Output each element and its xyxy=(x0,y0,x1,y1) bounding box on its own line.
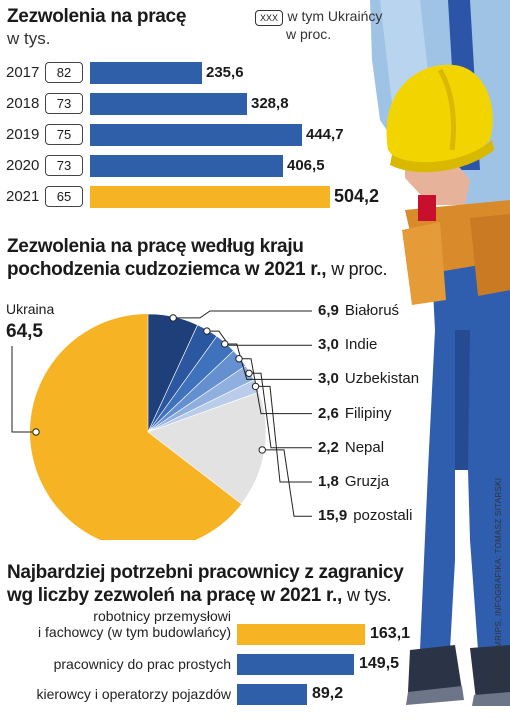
pie-leader-dot xyxy=(203,327,211,335)
section3-title-line2: wg liczby zezwoleń na pracę w 2021 r., w… xyxy=(7,585,391,607)
pie-value-ukraina: 64,5 xyxy=(6,321,43,342)
pie-label-row: 2,6 Filipiny xyxy=(318,405,392,422)
share-legend: XXX w tym Ukraińcy xyxy=(255,8,382,26)
pie-country: Filipiny xyxy=(344,404,392,422)
job-category-label: kierowcy i operatorzy pojazdów xyxy=(36,686,231,702)
pie-slice-ukraina xyxy=(30,314,242,540)
job-category-line: robotnicy przemysłowi xyxy=(93,608,231,624)
pie-value: 1,8 xyxy=(318,473,339,490)
pie-country: Indie xyxy=(344,336,378,354)
pie-label-row: 6,9 Białoruś xyxy=(318,302,399,319)
section2-unit: w proc. xyxy=(331,259,388,279)
year-label: 2021 xyxy=(6,188,40,205)
job-value: 149,5 xyxy=(359,655,400,672)
job-category-label: robotnicy przemysłowi i fachowcy (w tym b… xyxy=(38,608,231,640)
ukraine-share-badge: 65 xyxy=(45,186,83,207)
ukraine-share-badge: 73 xyxy=(45,93,83,114)
pie-value: 15,9 xyxy=(318,507,348,525)
pie-country: Uzbekistan xyxy=(344,370,420,388)
pie-country: pozostali xyxy=(353,507,413,525)
legend-swatch: XXX xyxy=(255,10,284,26)
pie-leader-dot xyxy=(251,382,260,391)
section2-title-text: pochodzenia cudzoziemca w 2021 r., xyxy=(7,259,327,280)
pie-value: 3,0 xyxy=(318,336,339,354)
job-category-label: pracownicy do prac prostych xyxy=(54,656,231,672)
job-category-line: kierowcy i operatorzy pojazdów xyxy=(36,686,231,702)
pie-country: Gruzja xyxy=(344,473,390,490)
pie-leader-line xyxy=(255,385,312,483)
pie-country: Nepal xyxy=(344,438,385,456)
pie-leader-dot xyxy=(245,369,253,377)
section3-title-text: wg liczby zezwoleń na pracę w 2021 r., xyxy=(7,585,342,606)
pie-country-ukraina: Ukraina xyxy=(6,301,55,317)
job-category-line: pracownicy do prac prostych xyxy=(53,656,231,672)
job-bar xyxy=(237,654,354,675)
pie-leader-line-ukraina xyxy=(11,346,32,433)
pie-leader-line xyxy=(224,343,312,380)
pie-leader-line xyxy=(248,372,312,449)
year-label: 2020 xyxy=(6,157,40,174)
permits-bar xyxy=(90,124,302,146)
pie-leader-dot xyxy=(221,340,229,348)
pie-label-row: 15,9 pozostali xyxy=(318,507,412,524)
permits-value: 444,7 xyxy=(306,126,344,143)
section3-unit: w tys. xyxy=(346,585,392,605)
permits-bar xyxy=(90,93,247,115)
section1-title: Zezwolenia na pracę xyxy=(7,6,187,27)
pie-value: 2,6 xyxy=(318,404,339,422)
permits-value: 504,2 xyxy=(334,186,380,206)
legend-text-2: w proc. xyxy=(286,26,332,42)
permits-value: 328,8 xyxy=(251,95,289,112)
pie-label-row: 3,0 Uzbekistan xyxy=(318,370,419,387)
section2-title-line2: pochodzenia cudzoziemca w 2021 r., w pro… xyxy=(7,259,387,281)
pie-label-row: 2,2 Nepal xyxy=(318,439,384,456)
permits-value: 235,6 xyxy=(206,64,244,81)
pie-leader-dot xyxy=(169,314,177,322)
permits-bar xyxy=(90,186,330,208)
job-bar xyxy=(237,624,365,645)
pie-value: 2,2 xyxy=(318,438,339,456)
pie-value: 3,0 xyxy=(318,370,339,388)
section1-unit: w tys. xyxy=(7,29,51,48)
permits-bar xyxy=(90,155,283,177)
pie-country: Białoruś xyxy=(344,302,400,319)
permits-value: 406,5 xyxy=(287,157,325,174)
job-bar xyxy=(237,684,307,705)
pie-leader-dot xyxy=(258,446,266,454)
legend-text-1: w tym Ukraińcy xyxy=(287,8,383,24)
pie-label-row: 3,0 Indie xyxy=(318,336,377,353)
source-note: ŹRÓDŁO: MRIPS, INFOGRAFIKA: TOMASZ SITAR… xyxy=(494,477,503,688)
country-pie-chart xyxy=(11,310,312,540)
job-category-line: i fachowcy (w tym budowlańcy) xyxy=(38,624,231,640)
ukraine-share-badge: 82 xyxy=(45,62,83,83)
pie-value: 6,9 xyxy=(318,302,339,319)
pie-leader-line xyxy=(206,330,312,346)
pie-label-row: 1,8 Gruzja xyxy=(318,473,389,490)
pie-leader-dot xyxy=(235,355,243,363)
year-label: 2019 xyxy=(6,126,40,143)
ukraine-share-badge: 75 xyxy=(45,124,83,145)
permits-bar xyxy=(90,62,202,84)
pie-leader-dot-ukraina xyxy=(32,428,40,436)
section3-title-line1: Najbardziej potrzebni pracownicy z zagra… xyxy=(7,562,404,583)
year-label: 2017 xyxy=(6,64,40,81)
year-label: 2018 xyxy=(6,95,40,112)
pie-leader-line xyxy=(262,449,312,517)
ukraine-share-badge: 73 xyxy=(45,155,83,176)
job-value: 89,2 xyxy=(312,685,344,702)
job-value: 163,1 xyxy=(370,625,411,642)
pie-leader-line xyxy=(173,310,312,319)
section2-title-line1: Zezwolenia na pracę według kraju xyxy=(7,236,304,257)
